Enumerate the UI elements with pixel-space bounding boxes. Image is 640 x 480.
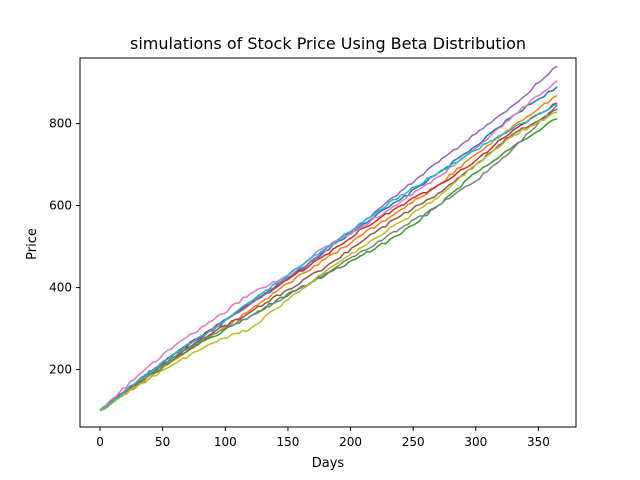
x-tick-label: 250	[402, 435, 425, 449]
series-line-7	[99, 80, 558, 412]
x-tick-label: 350	[527, 435, 550, 449]
series-line-8	[99, 104, 558, 412]
x-tick-label: 0	[96, 435, 104, 449]
plot-frame	[79, 57, 577, 428]
x-tick-label: 50	[155, 435, 170, 449]
x-tick-label: 100	[214, 435, 237, 449]
series-line-2	[99, 95, 558, 412]
y-tick-label: 400	[49, 281, 72, 295]
series-layer	[99, 65, 558, 412]
x-tick-label: 200	[339, 435, 362, 449]
x-tick-label: 150	[276, 435, 299, 449]
x-axis-label: Days	[312, 456, 345, 471]
y-tick-label: 200	[49, 363, 72, 377]
y-axis-label: Price	[25, 228, 40, 260]
x-axis: 0 50 100 150 200 250 300 350	[96, 427, 550, 449]
y-tick-label: 800	[49, 117, 72, 131]
series-line-3	[99, 117, 558, 412]
y-tick-label: 600	[49, 199, 72, 213]
series-line-10	[99, 103, 558, 412]
series-line-9	[99, 111, 558, 412]
y-axis: 200 400 600 800	[49, 117, 80, 377]
chart-title: simulations of Stock Price Using Beta Di…	[130, 34, 526, 53]
x-tick-label: 300	[464, 435, 487, 449]
